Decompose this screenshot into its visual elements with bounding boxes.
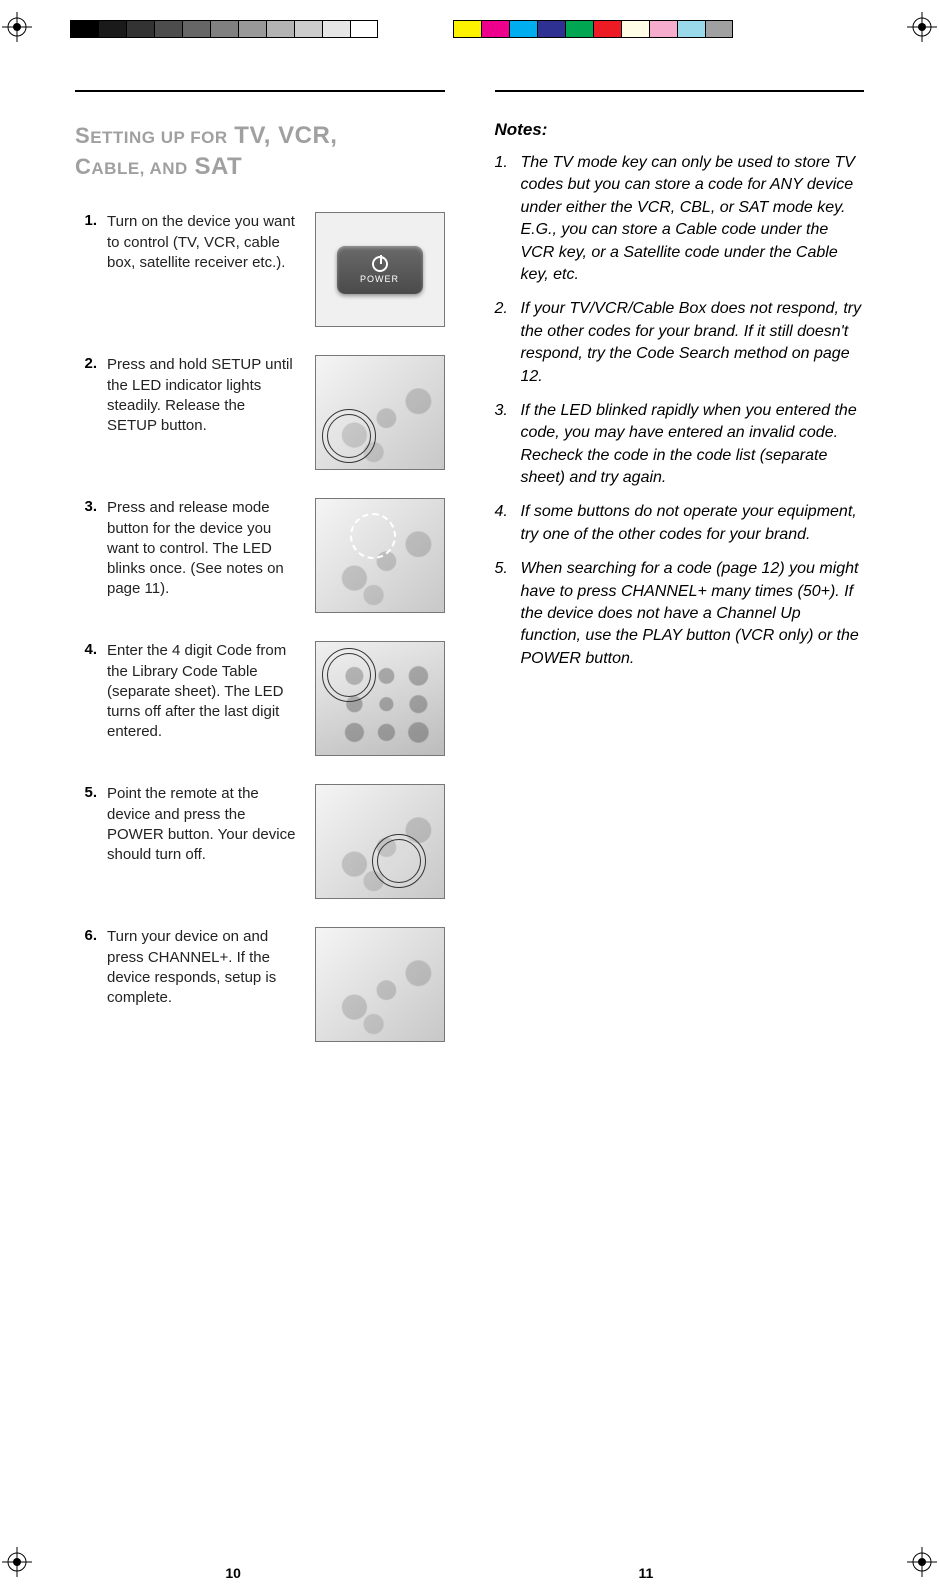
swatch	[266, 20, 294, 38]
page-number-left: 10	[225, 1565, 241, 1581]
note-text: When searching for a code (page 12) you …	[521, 558, 865, 670]
swatch	[593, 20, 621, 38]
step-text: Press and hold SETUP until the LED indic…	[107, 355, 305, 436]
step-text: Enter the 4 digit Code from the Library …	[107, 641, 305, 742]
highlight-dash-circle-icon	[350, 513, 396, 559]
step: 5. Point the remote at the device and pre…	[75, 784, 445, 899]
note-item: 1.The TV mode key can only be used to st…	[495, 152, 865, 286]
swatch	[705, 20, 733, 38]
step-number: 4.	[75, 641, 97, 658]
note-item: 5.When searching for a code (page 12) yo…	[495, 558, 865, 670]
swatch	[126, 20, 154, 38]
swatch	[649, 20, 677, 38]
swatch	[677, 20, 705, 38]
note-text: If the LED blinked rapidly when you ente…	[521, 400, 865, 490]
note-item: 2.If your TV/VCR/Cable Box does not resp…	[495, 298, 865, 388]
step-figure	[315, 355, 445, 470]
power-label: POWER	[360, 274, 399, 284]
note-item: 3.If the LED blinked rapidly when you en…	[495, 400, 865, 490]
note-text: If your TV/VCR/Cable Box does not respon…	[521, 298, 865, 388]
note-number: 1.	[495, 152, 521, 286]
swatch	[565, 20, 593, 38]
note-item: 4.If some buttons do not operate your eq…	[495, 501, 865, 546]
step-number: 6.	[75, 927, 97, 944]
step-figure: POWER	[315, 212, 445, 327]
note-number: 3.	[495, 400, 521, 490]
page-number-right: 11	[639, 1565, 654, 1581]
step-number: 5.	[75, 784, 97, 801]
registration-mark-icon	[2, 1547, 32, 1577]
step-number: 1.	[75, 212, 97, 229]
registration-mark-icon	[907, 1547, 937, 1577]
step-figure	[315, 927, 445, 1042]
step-text: Turn your device on and press CHANNEL+. …	[107, 927, 305, 1008]
swatch	[509, 20, 537, 38]
swatch	[238, 20, 266, 38]
step-text: Press and release mode button for the de…	[107, 498, 305, 599]
swatch	[294, 20, 322, 38]
step: 2. Press and hold SETUP until the LED ind…	[75, 355, 445, 470]
left-page: SETTING UP FOR TV, VCR,CABLE, AND SAT 1.…	[75, 90, 445, 1529]
notes-heading: Notes:	[495, 120, 865, 140]
swatch	[537, 20, 565, 38]
power-button-graphic: POWER	[337, 246, 423, 294]
swatch	[621, 20, 649, 38]
note-number: 4.	[495, 501, 521, 546]
highlight-circle-icon	[322, 409, 376, 463]
step: 6. Turn your device on and press CHANNEL+…	[75, 927, 445, 1042]
swatch	[350, 20, 378, 38]
step-text: Point the remote at the device and press…	[107, 784, 305, 865]
power-icon	[372, 256, 388, 272]
step-figure	[315, 641, 445, 756]
swatch	[154, 20, 182, 38]
step-number: 3.	[75, 498, 97, 515]
registration-mark-icon	[907, 12, 937, 42]
grayscale-colorbar	[70, 20, 378, 38]
step-figure	[315, 498, 445, 613]
notes-list: 1.The TV mode key can only be used to st…	[495, 152, 865, 682]
step-number: 2.	[75, 355, 97, 372]
registration-mark-icon	[2, 12, 32, 42]
color-colorbar	[453, 20, 733, 38]
swatch	[210, 20, 238, 38]
step: 3. Press and release mode button for the …	[75, 498, 445, 613]
swatch	[322, 20, 350, 38]
highlight-circle-icon	[322, 648, 376, 702]
swatch	[481, 20, 509, 38]
highlight-circle-icon	[372, 834, 426, 888]
swatch	[453, 20, 481, 38]
right-page: Notes: 1.The TV mode key can only be use…	[495, 90, 865, 1529]
note-text: If some buttons do not operate your equi…	[521, 501, 865, 546]
step: 1. Turn on the device you want to control…	[75, 212, 445, 327]
step-figure	[315, 784, 445, 899]
note-text: The TV mode key can only be used to stor…	[521, 152, 865, 286]
top-rule	[75, 90, 445, 92]
step-text: Turn on the device you want to control (…	[107, 212, 305, 273]
step: 4. Enter the 4 digit Code from the Librar…	[75, 641, 445, 756]
section-title: SETTING UP FOR TV, VCR,CABLE, AND SAT	[75, 120, 445, 182]
top-rule	[495, 90, 865, 92]
swatch	[98, 20, 126, 38]
note-number: 5.	[495, 558, 521, 670]
page-spread: SETTING UP FOR TV, VCR,CABLE, AND SAT 1.…	[75, 90, 864, 1529]
steps-list: 1. Turn on the device you want to control…	[75, 212, 445, 1042]
note-number: 2.	[495, 298, 521, 388]
swatch	[182, 20, 210, 38]
swatch	[70, 20, 98, 38]
